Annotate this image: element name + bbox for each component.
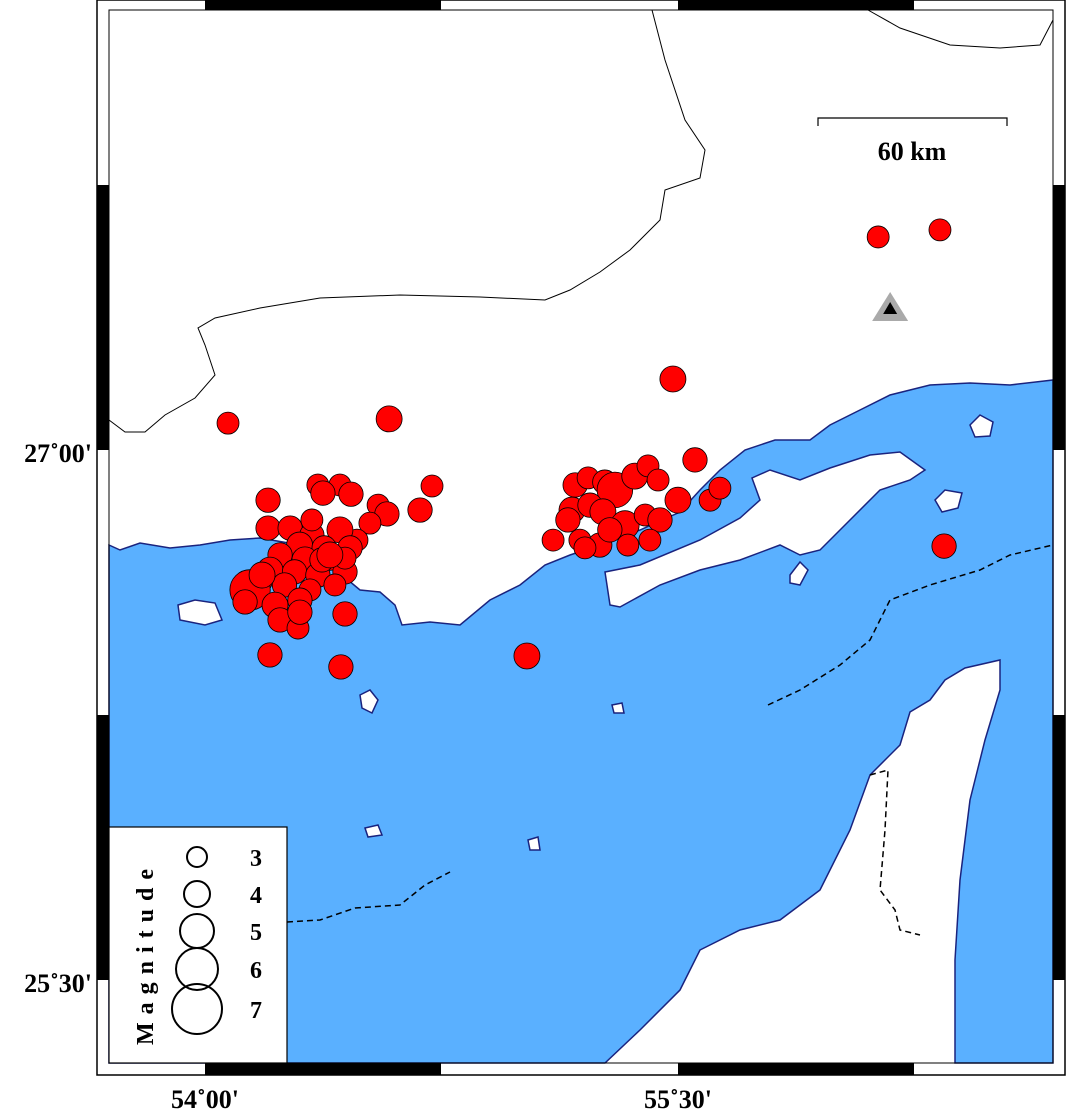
earthquake-event [332, 601, 358, 627]
qeshm-island [604, 451, 927, 608]
x-tick-label: 54˚00' [171, 1085, 239, 1112]
earthquake-event [338, 481, 364, 507]
legend-label: 5 [250, 920, 262, 946]
earthquake-events [216, 218, 957, 680]
earthquake-event [300, 508, 324, 532]
island [527, 836, 541, 851]
scale-bar-label: 60 km [878, 137, 947, 166]
earthquake-event [323, 573, 347, 597]
earthquake-event [541, 528, 565, 552]
earthquake-event [310, 480, 336, 506]
earthquake-event [232, 589, 258, 615]
island [611, 702, 625, 714]
legend-title: Magnitude [133, 861, 159, 1045]
legend-symbol [183, 880, 211, 908]
island [364, 824, 384, 838]
earthquake-event [664, 486, 692, 514]
earthquake-event [328, 654, 354, 680]
earthquake-event [646, 468, 670, 492]
earthquake-event [931, 533, 957, 559]
earthquake-event [708, 476, 732, 500]
earthquake-event [866, 225, 890, 249]
legend: Magnitude 3 4 5 6 7 [108, 826, 288, 1064]
triangle-icon [883, 301, 898, 314]
station [872, 291, 909, 321]
island [177, 599, 224, 626]
earthquake-event [420, 474, 444, 498]
y-tick-label: 25˚30' [24, 969, 92, 998]
earthquake-event [597, 517, 623, 543]
legend-symbol [186, 846, 208, 868]
legend-label: 4 [250, 883, 262, 909]
earthquake-event [647, 507, 673, 533]
earthquake-event [555, 507, 581, 533]
earthquake-event [216, 411, 240, 435]
legend-symbol [175, 947, 219, 991]
earthquake-event [375, 405, 403, 433]
island [359, 689, 379, 715]
legend-symbol [171, 983, 223, 1035]
earthquake-event [573, 536, 597, 560]
earthquake-event [928, 218, 952, 242]
scale-bar: 60 km [817, 117, 1008, 166]
earthquake-event [248, 561, 276, 589]
earthquake-event [407, 497, 433, 523]
earthquake-event [616, 533, 640, 557]
earthquake-event [358, 511, 382, 535]
legend-label: 6 [250, 958, 262, 984]
earthquake-event [316, 541, 344, 569]
earthquake-event [682, 447, 708, 473]
earthquake-event [659, 365, 687, 393]
island [969, 414, 994, 438]
earthquake-event [255, 515, 281, 541]
x-tick-label: 55˚30' [644, 1085, 712, 1112]
earthquake-event [513, 642, 541, 670]
maritime-boundary [767, 544, 1054, 706]
earthquake-event [287, 599, 313, 625]
island [789, 560, 809, 586]
province-border [867, 9, 1054, 49]
earthquake-event [638, 528, 662, 552]
province-border [108, 9, 706, 433]
maritime-boundary [286, 871, 451, 923]
y-tick-label: 27˚00' [24, 439, 92, 468]
earthquake-event [255, 487, 281, 513]
island [934, 489, 963, 513]
legend-label: 3 [250, 846, 262, 872]
legend-label: 7 [250, 998, 262, 1024]
earthquake-event [257, 642, 283, 668]
national-border [869, 768, 921, 936]
map-frame [96, 0, 1066, 1076]
